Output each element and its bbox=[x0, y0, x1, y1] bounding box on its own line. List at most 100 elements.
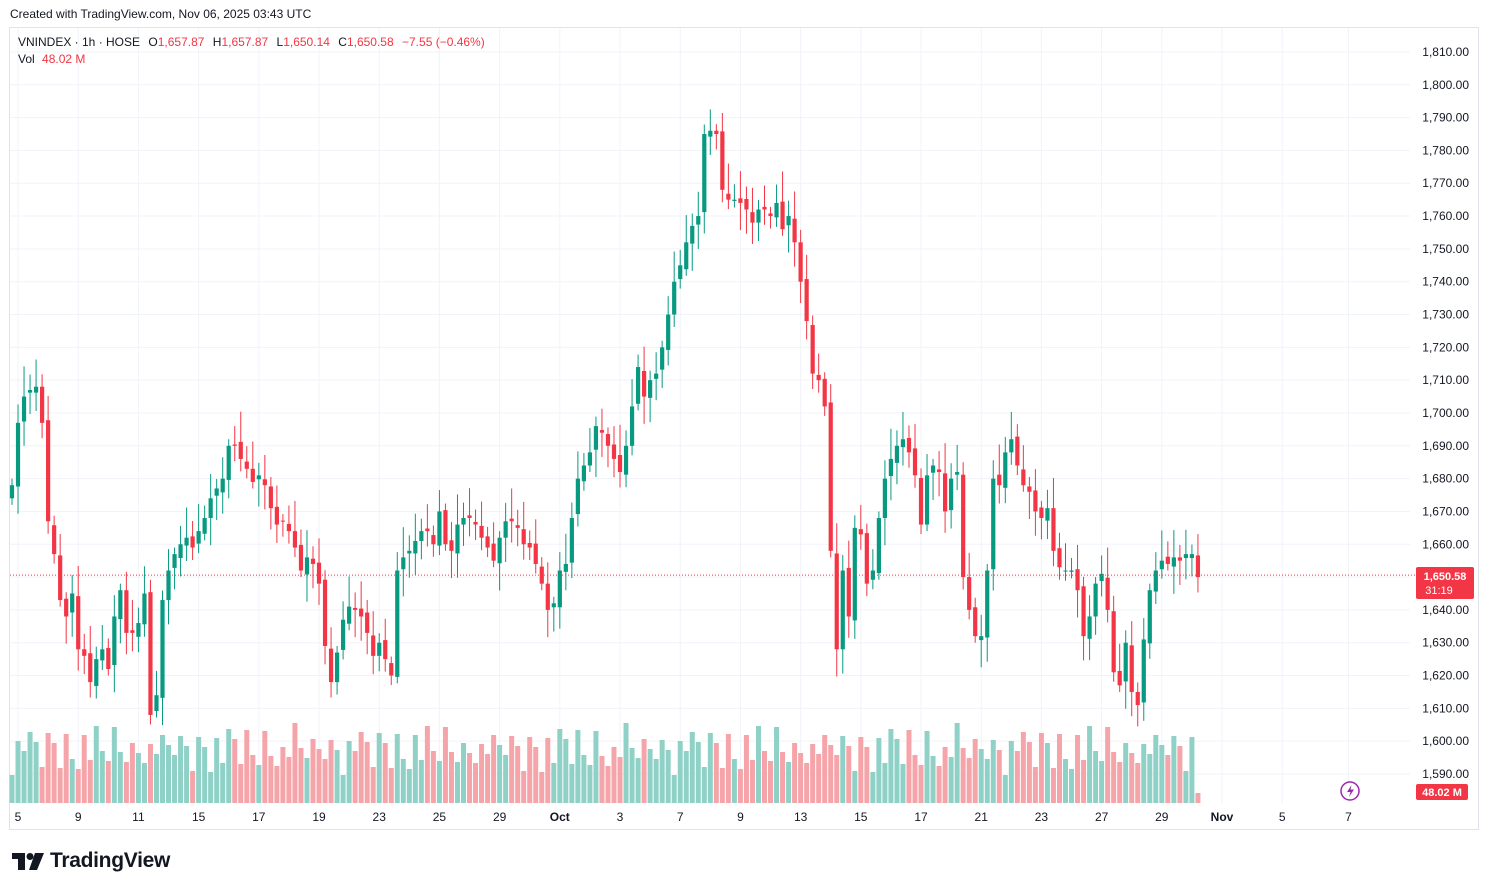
low-value: 1,650.14 bbox=[283, 35, 330, 49]
candle-body bbox=[1195, 555, 1201, 578]
candle-body bbox=[166, 570, 171, 601]
volume-bar bbox=[743, 735, 749, 803]
candle-body bbox=[690, 225, 695, 244]
candle-body bbox=[353, 607, 358, 610]
candle-body bbox=[1147, 590, 1152, 644]
volume-bar bbox=[1135, 763, 1141, 803]
chart-frame[interactable] bbox=[9, 27, 1479, 830]
volume-bar bbox=[1153, 735, 1159, 803]
candle-body bbox=[455, 524, 460, 554]
candle-body bbox=[473, 521, 478, 525]
candle-body bbox=[298, 544, 304, 571]
symbol-info: VNINDEX · 1h · HOSE bbox=[18, 35, 141, 49]
volume-bar bbox=[1038, 733, 1044, 803]
candle-body bbox=[973, 607, 978, 637]
close-value: 1,650.58 bbox=[346, 35, 394, 49]
candle-body bbox=[635, 367, 641, 404]
volume-bar bbox=[436, 761, 442, 803]
candle-body bbox=[100, 649, 105, 661]
candle-body bbox=[33, 386, 39, 393]
candle-body bbox=[1075, 569, 1080, 591]
candle-body bbox=[714, 130, 719, 135]
volume-bar bbox=[900, 764, 906, 803]
y-tick-label: 1,590.00 bbox=[1422, 767, 1469, 781]
candle-body bbox=[575, 478, 580, 515]
candle-body bbox=[949, 478, 954, 511]
volume-bar bbox=[1105, 727, 1111, 803]
created-with-caption: Created with TradingView.com, Nov 06, 20… bbox=[10, 7, 312, 21]
volume-bar bbox=[448, 752, 454, 803]
volume-bar bbox=[147, 744, 153, 803]
candle-body bbox=[467, 515, 472, 519]
candle-body bbox=[930, 465, 936, 473]
volume-bar bbox=[406, 769, 412, 803]
volume-bar bbox=[382, 743, 388, 803]
candle-body bbox=[190, 536, 195, 548]
candle-body bbox=[1183, 554, 1188, 559]
close-label: C bbox=[338, 35, 347, 49]
candle-body bbox=[274, 506, 279, 525]
tradingview-logo[interactable]: TradingView bbox=[12, 849, 170, 873]
candle-body bbox=[991, 478, 996, 570]
volume-bar bbox=[605, 766, 611, 803]
volume-bar bbox=[9, 775, 15, 803]
volume-bar bbox=[599, 756, 605, 803]
candle-body bbox=[997, 474, 1002, 486]
volume-bar bbox=[858, 737, 864, 803]
y-tick-label: 1,760.00 bbox=[1422, 209, 1469, 223]
brand-name: TradingView bbox=[50, 849, 171, 872]
y-tick-label: 1,680.00 bbox=[1422, 472, 1469, 486]
volume-bar bbox=[737, 769, 743, 803]
volume-bar bbox=[695, 742, 701, 803]
volume-bar bbox=[184, 746, 190, 803]
volume-bar bbox=[1159, 745, 1165, 803]
volume-bar bbox=[75, 769, 81, 803]
candle-body bbox=[611, 444, 617, 459]
volume-bar bbox=[822, 735, 828, 803]
candle-body bbox=[786, 216, 791, 226]
volume-bar bbox=[828, 745, 834, 803]
lightning-icon[interactable] bbox=[1340, 781, 1360, 801]
x-tick-label: 23 bbox=[1035, 810, 1049, 824]
candle-body bbox=[347, 606, 352, 624]
volume-bar bbox=[69, 759, 75, 803]
candle-body bbox=[443, 510, 448, 545]
candle-body bbox=[660, 347, 665, 370]
candle-body bbox=[280, 520, 285, 522]
last-price-badge: 1,650.58 31:19 bbox=[1416, 567, 1474, 599]
candle-body bbox=[521, 529, 526, 545]
volume-label: Vol bbox=[18, 52, 35, 66]
candle-body bbox=[738, 198, 743, 203]
x-tick-label: 19 bbox=[312, 810, 326, 824]
candle-body bbox=[768, 213, 773, 217]
candle-body bbox=[1141, 639, 1146, 703]
candle-body bbox=[196, 531, 201, 544]
candle-body bbox=[88, 653, 93, 683]
candlesticks bbox=[9, 109, 1201, 727]
volume-bar bbox=[978, 749, 984, 803]
candle-body bbox=[58, 555, 63, 601]
candle-body bbox=[858, 529, 863, 535]
volume-badge: 48.02 M bbox=[1416, 784, 1468, 800]
x-tick-label: 25 bbox=[433, 810, 447, 824]
x-tick-label: 17 bbox=[252, 810, 266, 824]
volume-bar bbox=[27, 732, 33, 803]
volume-bar bbox=[485, 754, 491, 803]
candle-body bbox=[310, 558, 316, 564]
volume-bar bbox=[503, 755, 509, 803]
candle-body bbox=[106, 647, 111, 669]
volume-bar bbox=[358, 732, 364, 803]
volume-bar bbox=[671, 775, 677, 803]
volume-bar bbox=[190, 771, 196, 803]
volume-bar bbox=[996, 750, 1002, 803]
candle-body bbox=[629, 406, 635, 446]
candle-body bbox=[112, 616, 117, 666]
last-price-value: 1,650.58 bbox=[1424, 571, 1467, 583]
volume-bar bbox=[461, 743, 466, 803]
volume-bar bbox=[304, 758, 310, 803]
y-tick-label: 1,740.00 bbox=[1422, 275, 1469, 289]
volume-bar bbox=[117, 752, 123, 803]
candle-body bbox=[587, 452, 593, 466]
volume-bar bbox=[473, 763, 479, 803]
